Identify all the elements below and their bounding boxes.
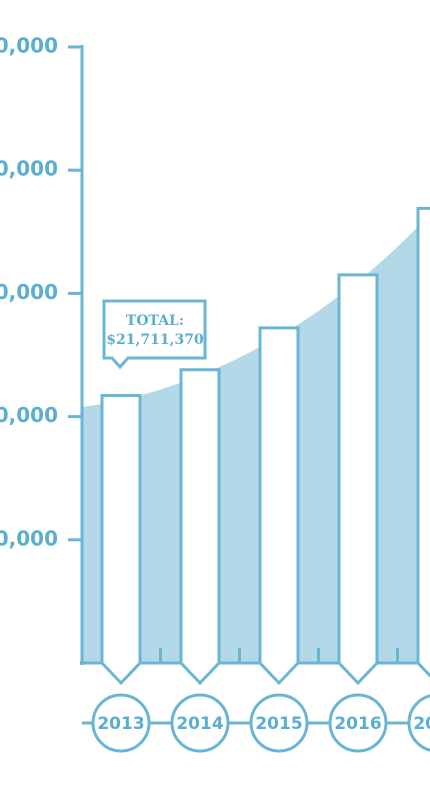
bar: [258, 326, 300, 686]
y-tick-label: 40,000,000: [0, 157, 58, 181]
y-tick-label: 10,000,000: [0, 526, 58, 550]
y-tick-label: 30,000,000: [0, 280, 58, 304]
year-circle: [91, 693, 151, 753]
callout: TOTAL: $21,711,370: [102, 299, 207, 370]
bar: [416, 206, 430, 678]
y-tick-label: 20,000,000: [0, 403, 58, 427]
bars: [100, 206, 430, 686]
y-tick-label: 50,000,000: [0, 34, 58, 58]
bar: [337, 273, 379, 686]
year-circle: [170, 693, 230, 753]
categories: 2013 2014 2015 2016 2017: [91, 693, 430, 753]
callout-box: [102, 299, 207, 370]
bar: [100, 394, 142, 686]
data-label: $21,711,370: [106, 332, 204, 348]
x-tick-label: 2017: [413, 714, 430, 734]
bar: [179, 368, 221, 686]
x-tick-label: 2014: [176, 714, 223, 734]
year-circle: [407, 694, 430, 752]
x-tick-label: 2013: [97, 714, 144, 734]
year-circle: [249, 693, 309, 753]
year-circle: [328, 693, 388, 753]
callout-label: TOTAL:: [126, 313, 184, 329]
x-tick-label: 2016: [334, 714, 381, 734]
y-ticks: 10,000,000 20,000,000 30,000,000 40,000,000…: [0, 34, 82, 550]
x-tick-label: 2015: [255, 714, 302, 734]
